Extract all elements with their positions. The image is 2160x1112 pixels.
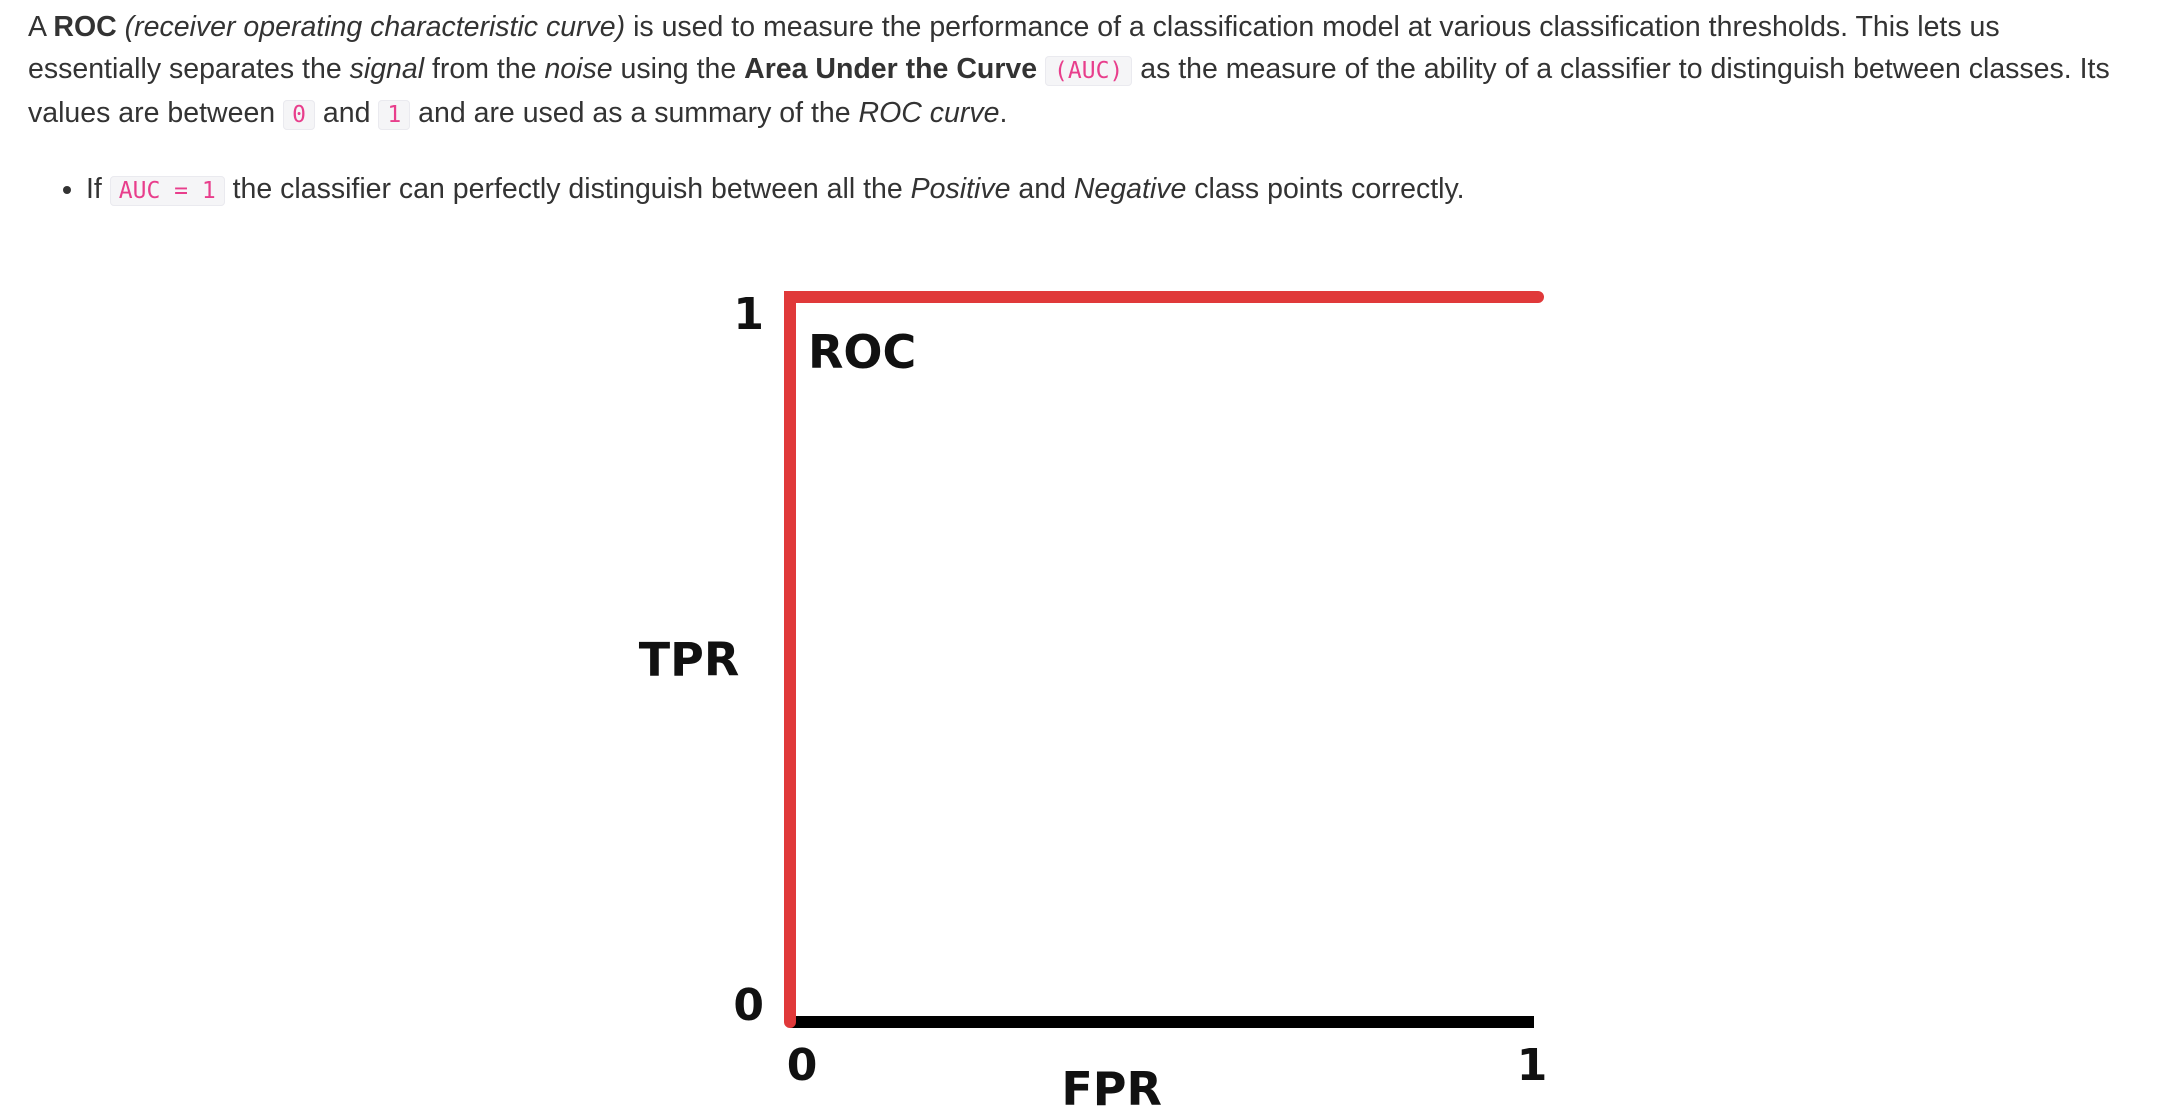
list-item: If AUC = 1 the classifier can perfectly … [86, 168, 2138, 212]
x-axis-label: FPR [1061, 1062, 1162, 1112]
series-label-roc: ROC [808, 325, 916, 379]
auc-equals-one-code: AUC = 1 [109, 176, 225, 206]
x-tick-label-1: 1 [1517, 1040, 1548, 1091]
x-tick-label-0: 0 [787, 1040, 818, 1091]
text-run: and are used as a summary of the [410, 97, 859, 129]
text-run: from the [424, 53, 545, 85]
zero-code: 0 [283, 100, 315, 130]
text-run: If [86, 173, 110, 205]
text-run: the classifier can perfectly distinguish… [224, 173, 911, 205]
text-run: class points correctly. [1186, 173, 1465, 205]
roc-curve-line [784, 291, 1544, 1028]
positive-term: Positive [910, 173, 1011, 205]
text-run: as the measure of the ability of a class… [28, 53, 2110, 129]
content-area: A ROC (receiver operating characteristic… [28, 6, 2138, 212]
roc-curve-term: ROC curve [858, 97, 1000, 129]
text-run: . [999, 97, 1008, 129]
roc-chart: 1 0 0 1 TPR FPR ROC [639, 289, 1548, 1112]
series-layer [784, 291, 1544, 1028]
roc-term: ROC [53, 11, 117, 43]
one-code: 1 [378, 100, 411, 130]
negative-term: Negative [1073, 173, 1187, 205]
text-run: A [28, 11, 54, 43]
text-run: is used to measure the performance of a … [28, 11, 2000, 85]
y-tick-label-0: 0 [733, 980, 764, 1031]
text-run [117, 11, 125, 43]
roc-figure: 1 0 0 1 TPR FPR ROC [620, 270, 1560, 1112]
auc-code: (AUC) [1045, 56, 1133, 86]
y-axis-label: TPR [639, 633, 740, 687]
text-run: and [314, 97, 379, 129]
roc-description-paragraph: A ROC (receiver operating characteristic… [28, 6, 2138, 136]
roc-full-name: (receiver operating characteristic curve… [124, 11, 626, 43]
text-run: and [1010, 173, 1074, 205]
bullet-list: If AUC = 1 the classifier can perfectly … [28, 168, 2138, 212]
y-tick-label-1: 1 [733, 289, 764, 340]
signal-term: signal [349, 53, 425, 85]
auc-term: Area Under the Curve [744, 53, 1038, 85]
noise-term: noise [544, 53, 613, 85]
text-run [1037, 53, 1045, 85]
text-run: using the [612, 53, 745, 85]
